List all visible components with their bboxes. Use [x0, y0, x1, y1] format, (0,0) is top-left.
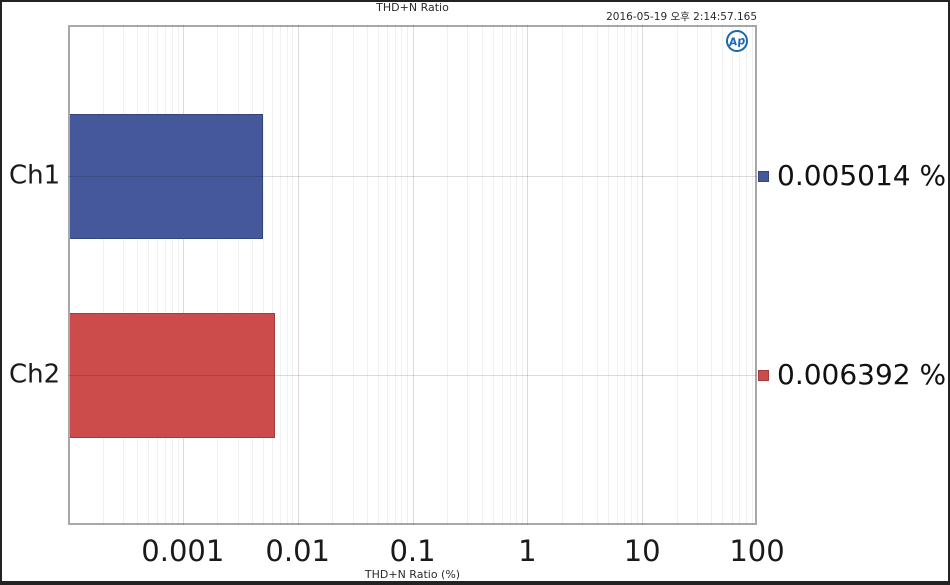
gridline-minor [157, 25, 159, 525]
category-label-ch2: Ch2 [9, 359, 61, 390]
gridline-minor [739, 25, 741, 525]
gridline-minor [636, 25, 638, 525]
gridline-minor [509, 25, 511, 525]
gridline-major [182, 25, 184, 525]
gridline-major [642, 25, 644, 525]
legend-entry-ch2: 0.006392 % [758, 361, 946, 389]
x-tick-label: 0.001 [141, 534, 225, 568]
gridline-minor [148, 25, 150, 525]
x-tick-label: 10 [623, 534, 661, 568]
x-tick-label: 0.01 [265, 534, 330, 568]
gridline-minor [292, 25, 294, 525]
gridline-minor [252, 25, 253, 525]
x-tick-label: 1 [518, 534, 537, 568]
gridline-minor [286, 25, 288, 525]
gridline-horizontal [68, 176, 757, 177]
gridline-minor [722, 25, 724, 525]
gridline-minor [516, 25, 518, 525]
gridline-minor [616, 25, 618, 525]
gridline-minor [631, 25, 632, 525]
chart-title: THD+N Ratio [376, 1, 449, 14]
gridline-minor [501, 25, 503, 525]
gridline-minor [263, 25, 265, 525]
gridline-minor [165, 25, 166, 525]
gridline-minor [492, 25, 494, 525]
gridline-minor [697, 25, 698, 525]
gridline-minor [102, 25, 104, 525]
legend-swatch-icon [758, 170, 769, 182]
gridline-minor [624, 25, 626, 525]
gridline-minor [711, 25, 713, 525]
gridline-minor [387, 25, 388, 525]
gridline-minor [332, 25, 334, 525]
gridline-minor [596, 25, 598, 525]
gridline-horizontal [68, 375, 757, 376]
gridline-minor [401, 25, 403, 525]
gridline-minor [607, 25, 609, 525]
legend-swatch-icon [758, 369, 769, 381]
x-tick-label: 0.1 [389, 534, 436, 568]
plot-area: Ap [68, 25, 757, 525]
legend-value: 0.005014 % [777, 159, 947, 192]
gridline-minor [217, 25, 219, 525]
gridline-major [297, 25, 299, 525]
bar-ch1 [70, 113, 264, 239]
gridline-minor [377, 25, 379, 525]
gridline-minor [366, 25, 368, 525]
gridline-minor [122, 25, 124, 525]
gridline-minor [481, 25, 483, 525]
x-axis-title: THD+N Ratio (%) [364, 568, 461, 581]
legend-entry-ch1: 0.005014 % [758, 162, 946, 190]
gridline-minor [582, 25, 584, 525]
category-label-ch1: Ch1 [9, 160, 61, 191]
gridline-minor [272, 25, 274, 525]
gridline-minor [751, 25, 753, 525]
gridline-minor [177, 25, 179, 525]
gridline-minor [279, 25, 281, 525]
gridline-minor [731, 25, 733, 525]
gridline-minor [394, 25, 396, 525]
gridline-major [412, 25, 414, 525]
gridline-minor [467, 25, 469, 525]
gridline-minor [237, 25, 239, 525]
bar-ch2 [70, 312, 276, 438]
logo-text: Ap [727, 33, 747, 49]
gridline-minor [137, 25, 139, 525]
gridline-minor [676, 25, 678, 525]
x-tick-label: 100 [729, 534, 785, 568]
gridline-minor [352, 25, 354, 525]
legend-value: 0.006392 % [777, 358, 947, 391]
gridline-minor [171, 25, 173, 525]
gridline-major [527, 25, 529, 525]
gridline-minor [447, 25, 449, 525]
gridline-minor [561, 25, 563, 525]
timestamp: 2016-05-19 오후 2:14:57.165 [606, 11, 757, 23]
gridline-minor [522, 25, 524, 525]
gridline-minor [407, 25, 409, 525]
gridline-minor [745, 25, 747, 525]
